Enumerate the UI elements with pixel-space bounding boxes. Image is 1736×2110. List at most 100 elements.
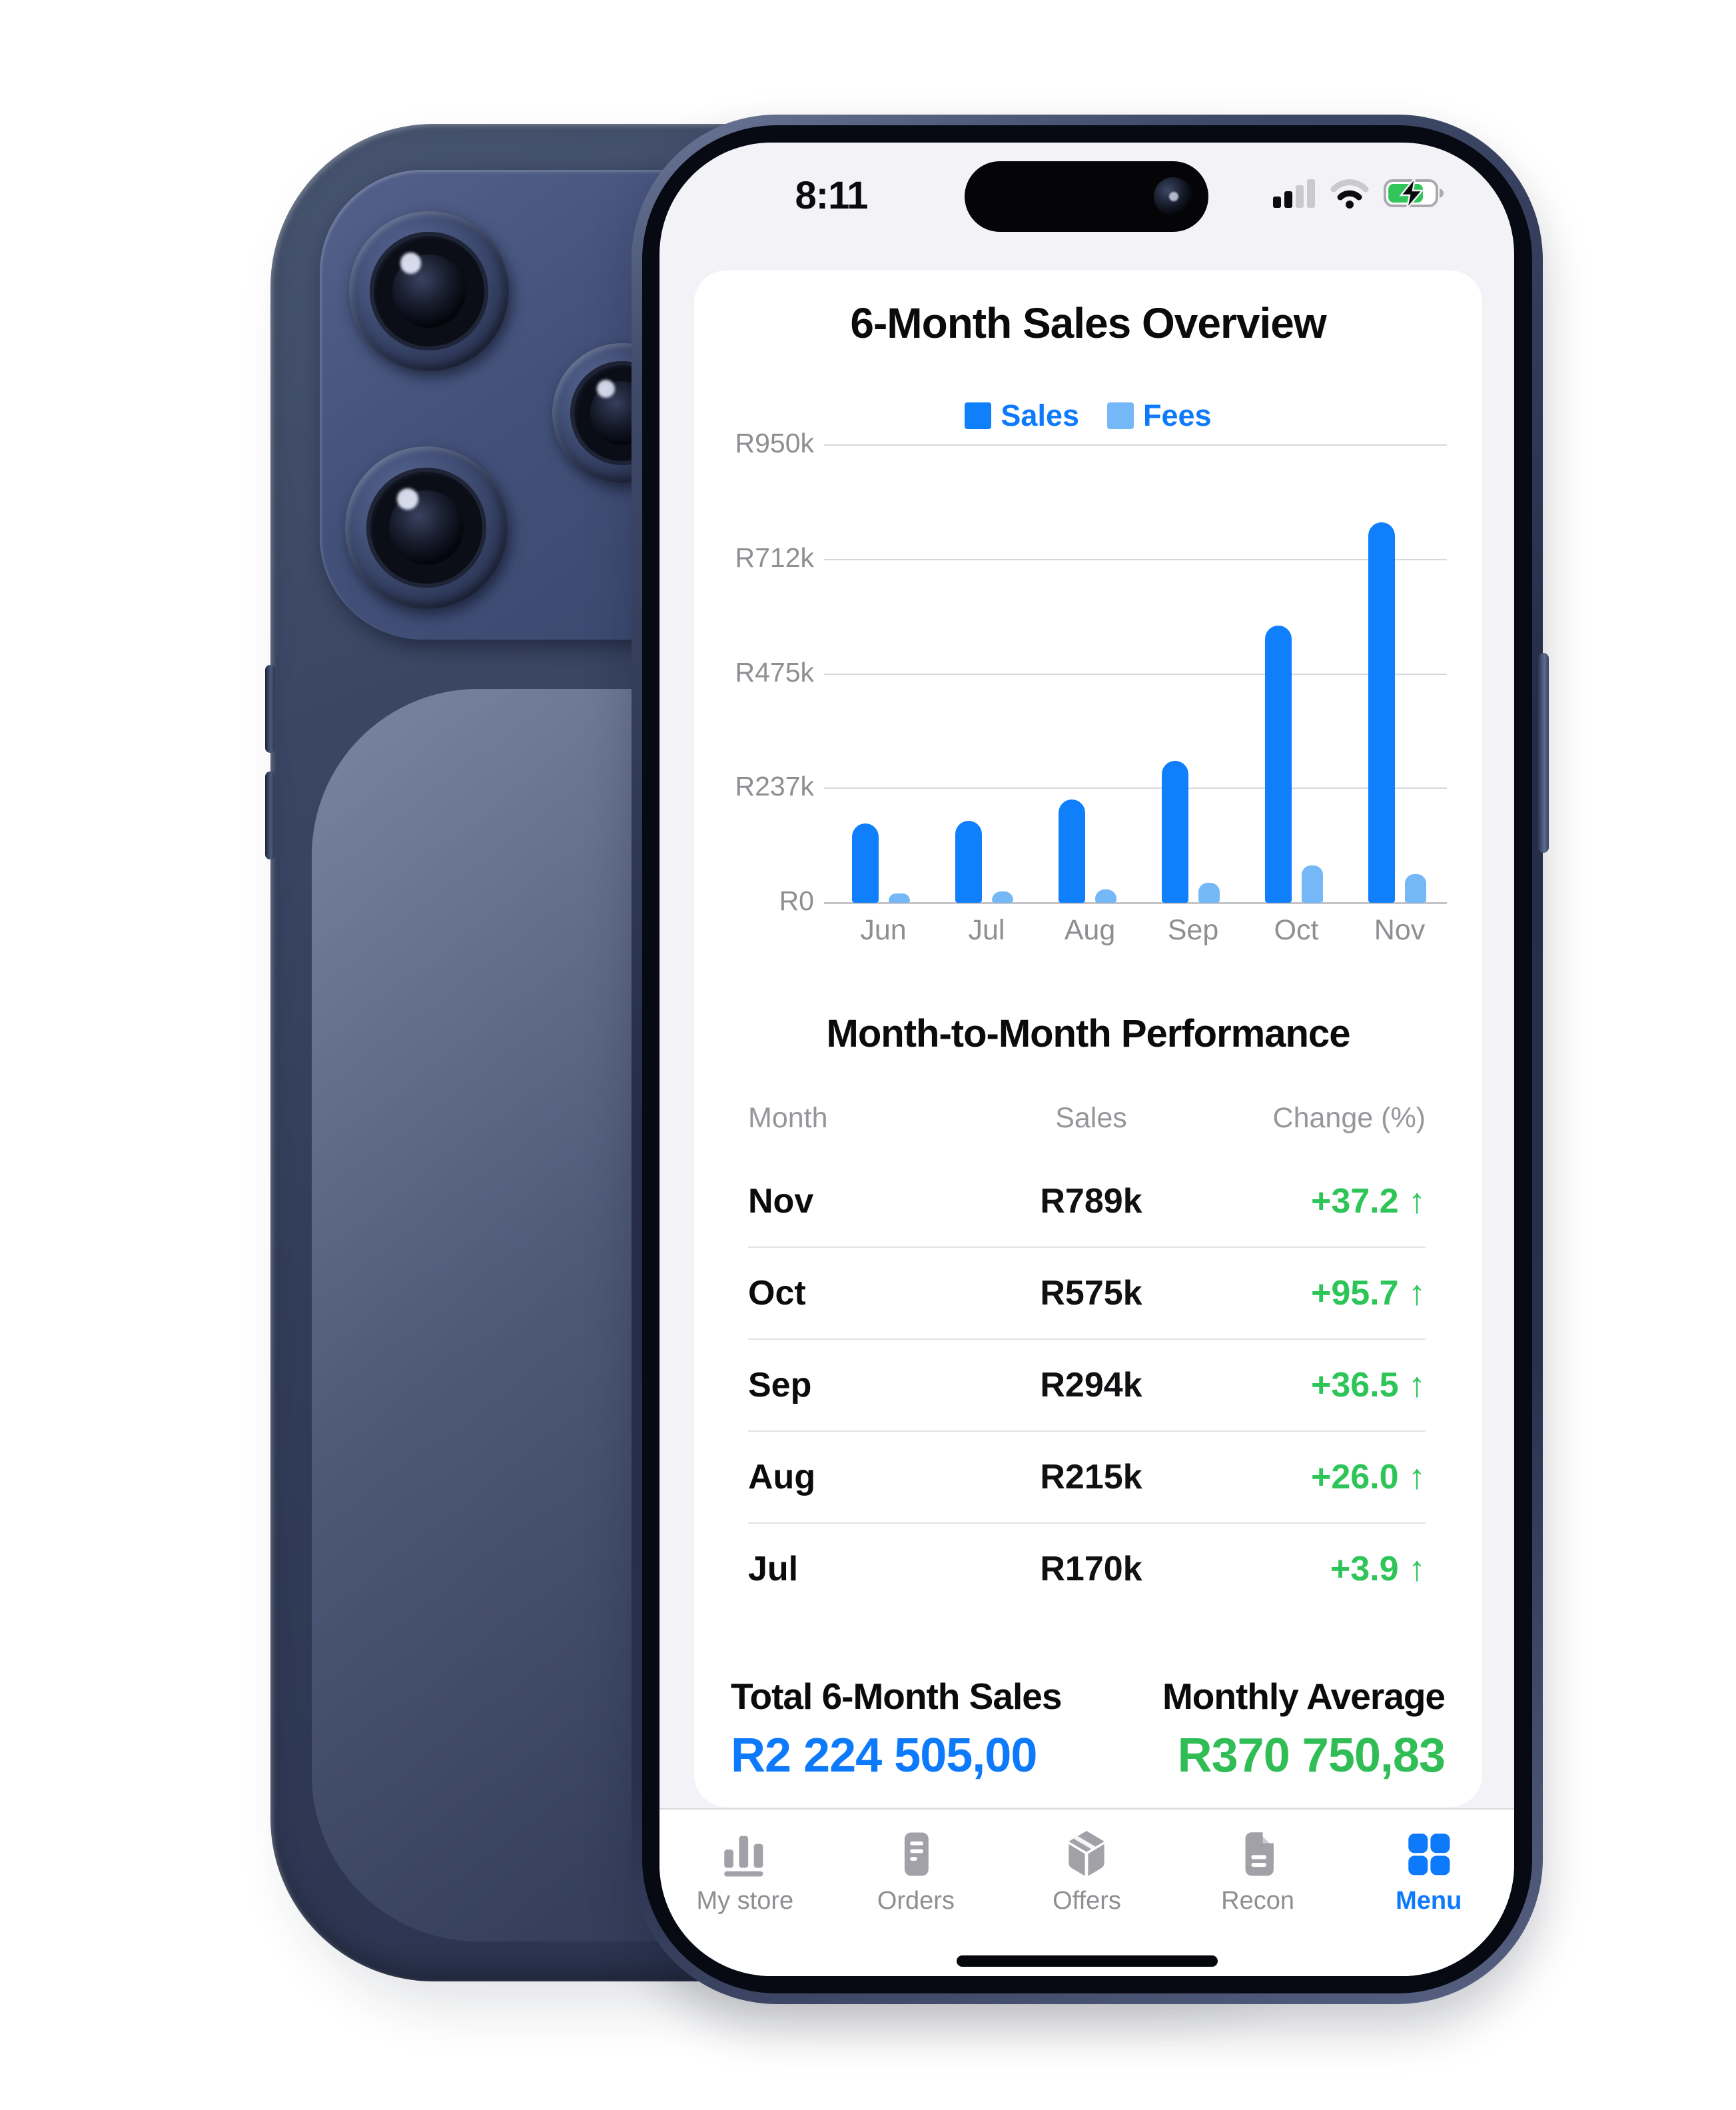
- gridline: [824, 558, 1447, 560]
- home-indicator[interactable]: [956, 1955, 1218, 1967]
- x-axis-tick-label: Jun: [860, 914, 907, 946]
- bar-chart-icon: [717, 1827, 772, 1881]
- monthly-average-value: R370 750,83: [1177, 1729, 1446, 1782]
- legend-label: Fees: [1143, 398, 1212, 432]
- tab-label: Offers: [1053, 1887, 1121, 1915]
- x-axis-tick-label: Jul: [968, 914, 1005, 946]
- total-sales-value: R2 224 505,00: [731, 1729, 1037, 1782]
- x-axis-tick-label: Sep: [1167, 914, 1219, 946]
- row-month: Oct: [748, 1274, 806, 1313]
- y-axis-tick-label: R712k: [735, 542, 814, 573]
- row-change: +95.7 ↑: [1310, 1274, 1426, 1313]
- chart-title: 6-Month Sales Overview: [850, 299, 1326, 347]
- row-divider: [748, 1430, 1426, 1432]
- totals-section: Total 6-Month Sales R2 224 505,00 Monthl…: [731, 1675, 1446, 1783]
- header-change: Change (%): [1272, 1102, 1426, 1134]
- tab-menu[interactable]: Menu: [1343, 1810, 1514, 1976]
- battery-charging-icon: [1384, 175, 1448, 213]
- camera-lens-icon: [349, 211, 509, 371]
- table-row: Sep R294k +36.5 ↑: [748, 1340, 1426, 1432]
- sales-bar: [1368, 522, 1395, 903]
- table-header: Month Sales Change (%): [748, 1102, 1426, 1138]
- back-phone-volume-button: [265, 772, 275, 859]
- camera-lens-icon: [345, 446, 508, 609]
- tab-label: Orders: [877, 1887, 955, 1915]
- gridline: [824, 902, 1447, 904]
- legend-label: Sales: [1001, 398, 1080, 432]
- fees-swatch-icon: [1107, 402, 1134, 429]
- x-axis-tick-label: Nov: [1374, 914, 1426, 946]
- x-axis-tick-label: Oct: [1274, 914, 1319, 946]
- back-phone-volume-button: [265, 665, 275, 753]
- sales-bar: [1162, 761, 1188, 903]
- sales-bar: [1059, 799, 1085, 903]
- gridline: [824, 788, 1447, 790]
- legend-item-sales: Sales: [965, 398, 1079, 433]
- dynamic-island: [965, 161, 1208, 232]
- row-month: Aug: [748, 1458, 816, 1496]
- performance-title: Month-to-Month Performance: [826, 1012, 1351, 1055]
- fees-bar: [992, 891, 1013, 903]
- row-change: +26.0 ↑: [1310, 1458, 1426, 1496]
- sales-bar: [955, 821, 982, 903]
- row-change: +36.5 ↑: [1310, 1366, 1426, 1404]
- row-month: Jul: [748, 1550, 799, 1588]
- row-month: Nov: [748, 1182, 814, 1221]
- tab-label: Recon: [1221, 1887, 1294, 1915]
- total-sales-label: Total 6-Month Sales: [731, 1676, 1062, 1717]
- cellular-signal-icon: [1273, 178, 1316, 212]
- wifi-icon: [1329, 178, 1370, 212]
- sales-swatch-icon: [965, 402, 992, 429]
- gridline: [824, 444, 1447, 446]
- tab-label: Menu: [1396, 1887, 1462, 1915]
- power-button: [1538, 653, 1549, 853]
- row-change: +3.9 ↑: [1330, 1550, 1426, 1588]
- tab-recon[interactable]: Recon: [1172, 1810, 1344, 1976]
- row-month: Sep: [748, 1366, 812, 1404]
- tab-offers[interactable]: Offers: [1001, 1810, 1172, 1976]
- row-divider: [748, 1522, 1426, 1524]
- monthly-average-block: Monthly Average R370 750,83: [1162, 1675, 1446, 1783]
- fees-bar: [889, 893, 910, 903]
- tab-bar: My store Orders: [659, 1808, 1514, 1976]
- fees-bar: [1405, 873, 1426, 903]
- header-month: Month: [748, 1102, 828, 1134]
- table-row: Nov R789k +37.2 ↑: [748, 1156, 1426, 1248]
- tab-my-store[interactable]: My store: [659, 1810, 831, 1976]
- grid-icon: [1402, 1827, 1456, 1881]
- sales-bar: [1265, 626, 1292, 903]
- y-axis-tick-label: R475k: [735, 656, 814, 688]
- monthly-average-label: Monthly Average: [1162, 1676, 1446, 1717]
- package-icon: [1059, 1827, 1114, 1881]
- front-camera-icon: [1154, 177, 1192, 216]
- table-row: Oct R575k +95.7 ↑: [748, 1248, 1426, 1340]
- row-sales: R575k: [1040, 1274, 1142, 1313]
- front-phone: 8:11: [632, 115, 1549, 2004]
- row-divider: [748, 1338, 1426, 1340]
- fees-bar: [1095, 889, 1116, 903]
- row-sales: R215k: [1040, 1458, 1142, 1496]
- total-sales-block: Total 6-Month Sales R2 224 505,00: [731, 1675, 1062, 1783]
- header-sales: Sales: [1055, 1102, 1127, 1134]
- row-divider: [748, 1247, 1426, 1248]
- chart-legend: Sales Fees: [694, 398, 1482, 433]
- performance-table: Nov R789k +37.2 ↑ Oct R575k +95.7 ↑ Sep R294k +3…: [748, 1156, 1426, 1616]
- status-time: 8:11: [795, 174, 869, 217]
- table-row: Aug R215k +26.0 ↑: [748, 1432, 1426, 1524]
- phone-screen: 8:11: [659, 143, 1514, 1976]
- tab-orders[interactable]: Orders: [831, 1810, 1002, 1976]
- document-icon: [1230, 1827, 1285, 1881]
- x-axis-tick-label: Aug: [1064, 914, 1116, 946]
- row-sales: R294k: [1040, 1366, 1142, 1404]
- legend-item-fees: Fees: [1107, 398, 1212, 433]
- sales-bar: [852, 823, 879, 903]
- status-icons: [1273, 175, 1448, 213]
- fees-bar: [1198, 883, 1220, 903]
- y-axis-tick-label: R950k: [735, 428, 814, 458]
- table-row: Jul R170k +3.9 ↑: [748, 1524, 1426, 1616]
- sales-overview-card: 6-Month Sales Overview Sales Fees R0 R237…: [694, 270, 1482, 1807]
- y-axis-tick-label: R0: [779, 885, 814, 916]
- gridline: [824, 673, 1447, 675]
- row-sales: R170k: [1040, 1550, 1142, 1588]
